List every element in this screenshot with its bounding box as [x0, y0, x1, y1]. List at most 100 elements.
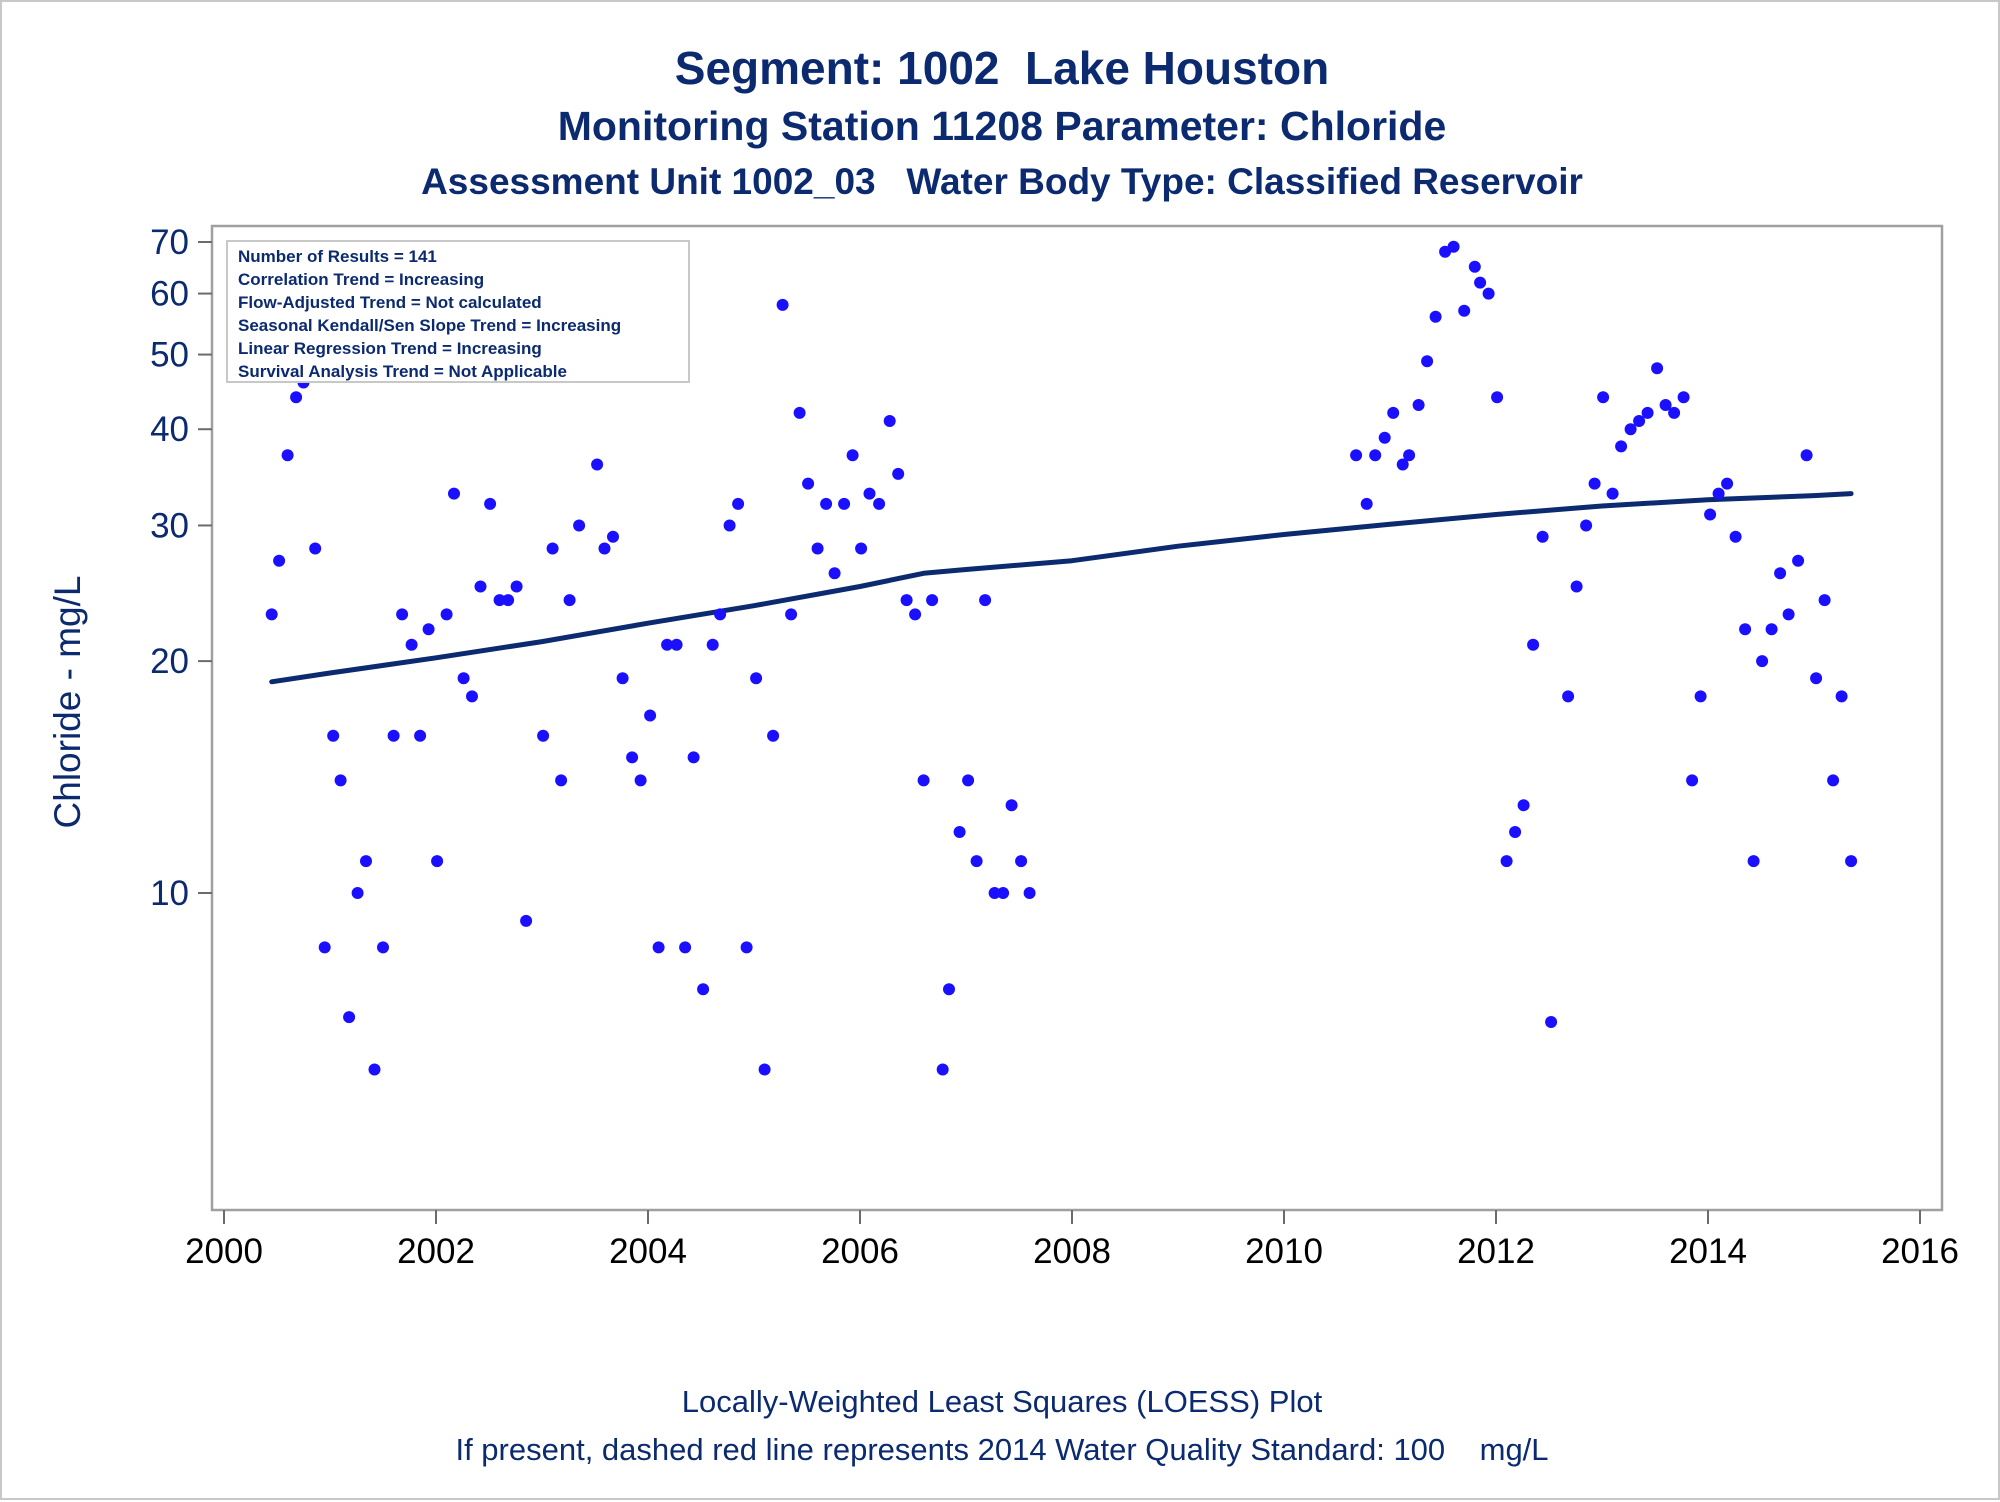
data-point [265, 608, 278, 621]
data-point [1396, 458, 1409, 471]
data-point [387, 729, 400, 742]
data-point [1712, 487, 1725, 500]
data-point [1810, 672, 1823, 685]
data-point [1421, 355, 1434, 368]
data-point [1694, 690, 1707, 703]
data-point [679, 941, 692, 954]
data-point [1458, 304, 1471, 317]
data-point [644, 709, 657, 722]
data-point [1782, 608, 1795, 621]
info-box: Number of Results = 141 Correlation Trend… [226, 240, 690, 383]
data-point [1545, 1016, 1558, 1028]
data-point [1015, 855, 1028, 868]
data-point [484, 497, 497, 510]
data-point [457, 672, 470, 685]
data-point [670, 638, 683, 651]
data-point [1468, 260, 1481, 273]
data-point [802, 477, 815, 490]
data-point [573, 519, 586, 532]
data-point [1429, 310, 1442, 323]
data-point [661, 638, 674, 651]
data-point [290, 391, 303, 404]
data-point [1704, 508, 1717, 521]
data-point [591, 458, 604, 471]
data-point [1509, 826, 1522, 838]
data-point [988, 887, 1001, 899]
data-point [1447, 240, 1460, 253]
info-box-line: Flow-Adjusted Trend = Not calculated [238, 293, 542, 312]
data-point [1360, 497, 1373, 510]
info-box-line: Number of Results = 141 [238, 247, 437, 266]
x-tick-label: 2006 [821, 1232, 899, 1271]
data-point [953, 826, 966, 838]
data-point [1615, 440, 1628, 453]
y-tick-label: 60 [150, 275, 189, 314]
data-point [334, 774, 347, 787]
data-point [1597, 391, 1610, 404]
data-point [440, 608, 453, 621]
data-point [979, 594, 992, 607]
data-point [828, 567, 841, 580]
data-point [758, 1063, 771, 1076]
data-point [1412, 399, 1425, 411]
plot-frame [210, 224, 1944, 1212]
data-point [1721, 477, 1734, 490]
data-point [892, 467, 905, 480]
data-point [309, 542, 322, 555]
info-box-line: Survival Analysis Trend = Not Applicable [238, 362, 567, 381]
data-point [740, 941, 753, 954]
data-point [414, 729, 427, 742]
info-box-line: Correlation Trend = Increasing [238, 270, 484, 289]
data-point [997, 887, 1010, 899]
data-point [687, 751, 700, 764]
data-point [1588, 477, 1601, 490]
y-axis-label: Chloride - mg/L [47, 576, 88, 829]
y-tick-label: 40 [150, 410, 189, 449]
data-point [1350, 449, 1363, 462]
data-point [1369, 449, 1382, 462]
data-point [776, 298, 789, 311]
loess-trend-layer [269, 491, 1854, 685]
data-point [1517, 799, 1530, 812]
info-box-border [226, 240, 690, 383]
data-point [1023, 887, 1036, 899]
data-point [706, 638, 719, 651]
data-point [1800, 449, 1813, 462]
x-tick-label: 2004 [609, 1232, 687, 1271]
chart-title: Segment: 1002 Lake Houston [674, 42, 1330, 94]
data-point [1641, 406, 1654, 419]
data-point [883, 415, 896, 427]
data-point [1378, 431, 1391, 444]
footer-standard-note: If present, dashed red line represents 2… [455, 1432, 1549, 1467]
data-point [1792, 554, 1805, 567]
x-tick-label: 2014 [1669, 1232, 1747, 1271]
data-point [448, 487, 460, 500]
data-point [970, 855, 983, 868]
data-point [900, 594, 913, 607]
data-point [327, 729, 340, 742]
data-point [1677, 391, 1690, 404]
data-point [1835, 690, 1848, 703]
data-point [537, 729, 550, 742]
data-point [634, 774, 647, 787]
data-point [377, 941, 389, 954]
data-point [273, 554, 286, 567]
y-tick-label: 10 [150, 874, 189, 913]
data-point [1580, 519, 1593, 532]
data-point [360, 855, 372, 868]
data-point [1686, 774, 1699, 787]
y-tick-label: 20 [150, 642, 189, 681]
data-point [732, 497, 745, 510]
title-block: Segment: 1002 Lake Houston Monitoring St… [2, 38, 2000, 208]
data-point [1536, 530, 1549, 543]
data-point [351, 887, 364, 899]
data-point [1827, 774, 1840, 787]
data-point [466, 690, 478, 703]
data-point [1005, 799, 1018, 812]
footer-method-note: Locally-Weighted Least Squares (LOESS) P… [681, 1384, 1323, 1419]
data-point [1606, 487, 1619, 500]
data-point [1756, 655, 1769, 668]
data-point [431, 855, 444, 868]
x-tick-label: 2016 [1881, 1232, 1959, 1271]
data-point [396, 608, 409, 621]
